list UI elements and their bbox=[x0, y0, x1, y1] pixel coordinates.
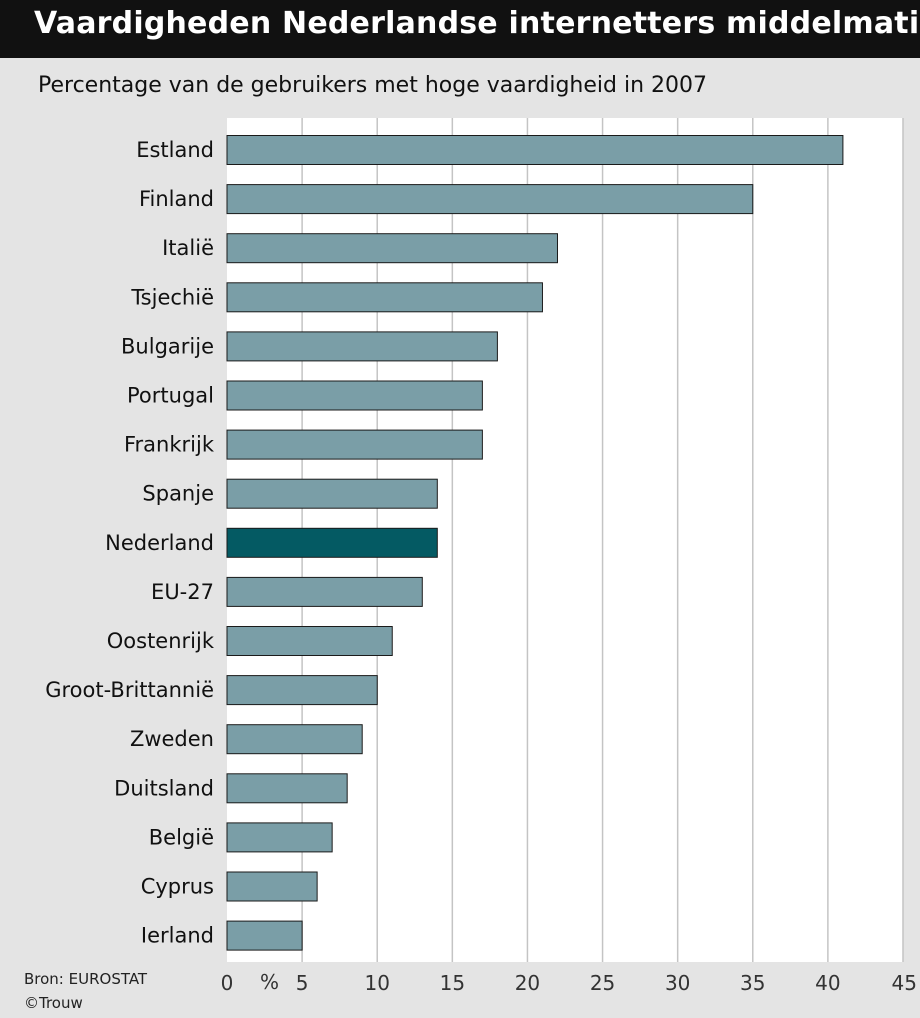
credit-note: ©Trouw bbox=[24, 994, 83, 1012]
bar bbox=[226, 724, 363, 755]
category-label: Duitsland bbox=[114, 776, 214, 800]
bar bbox=[226, 331, 498, 362]
bar bbox=[226, 675, 378, 706]
category-label: Portugal bbox=[127, 384, 214, 408]
bar bbox=[226, 920, 303, 951]
category-label: Spanje bbox=[142, 482, 214, 506]
bar bbox=[226, 576, 423, 607]
bar-highlight bbox=[226, 527, 438, 558]
x-axis-unit-label: % bbox=[260, 970, 280, 994]
chart-title: Vaardigheden Nederlandse internetters mi… bbox=[34, 6, 920, 41]
x-tick-label: 25 bbox=[590, 971, 615, 995]
category-label: Nederland bbox=[105, 531, 214, 555]
x-tick-label: 35 bbox=[740, 971, 765, 995]
bar bbox=[226, 282, 543, 313]
bar bbox=[226, 184, 754, 215]
bar bbox=[226, 233, 558, 264]
x-tick-label: 45 bbox=[892, 971, 917, 995]
category-label: Bulgarije bbox=[121, 334, 214, 358]
bar bbox=[226, 478, 438, 509]
category-label: Groot-Brittannië bbox=[45, 678, 214, 702]
category-label: Estland bbox=[136, 138, 214, 162]
category-label: Tsjechië bbox=[130, 285, 214, 309]
category-label: Oostenrijk bbox=[107, 629, 215, 653]
source-note: Bron: EUROSTAT bbox=[24, 970, 148, 988]
category-label: Cyprus bbox=[141, 875, 214, 899]
x-tick-label: 15 bbox=[440, 971, 465, 995]
category-label: Ierland bbox=[141, 924, 214, 948]
bar bbox=[226, 429, 483, 460]
chart-subtitle: Percentage van de gebruikers met hoge va… bbox=[38, 73, 707, 98]
category-label: Finland bbox=[139, 187, 214, 211]
bar bbox=[226, 380, 483, 411]
bar bbox=[226, 822, 333, 853]
x-tick-label: 20 bbox=[515, 971, 540, 995]
bar bbox=[226, 626, 393, 656]
title-bar: Vaardigheden Nederlandse internetters mi… bbox=[0, 0, 920, 58]
bar bbox=[226, 135, 844, 165]
x-tick-label: 30 bbox=[665, 971, 690, 995]
x-tick-label: 0 bbox=[221, 971, 234, 995]
bar bbox=[226, 773, 348, 804]
category-label: België bbox=[149, 825, 214, 849]
x-tick-label: 5 bbox=[296, 971, 309, 995]
category-label: EU-27 bbox=[151, 580, 214, 604]
bar bbox=[226, 871, 318, 902]
category-label: Zweden bbox=[130, 727, 214, 751]
category-label: Frankrijk bbox=[124, 433, 215, 457]
category-label: Italië bbox=[162, 236, 214, 260]
x-tick-label: 10 bbox=[364, 971, 389, 995]
x-tick-label: 40 bbox=[815, 971, 840, 995]
